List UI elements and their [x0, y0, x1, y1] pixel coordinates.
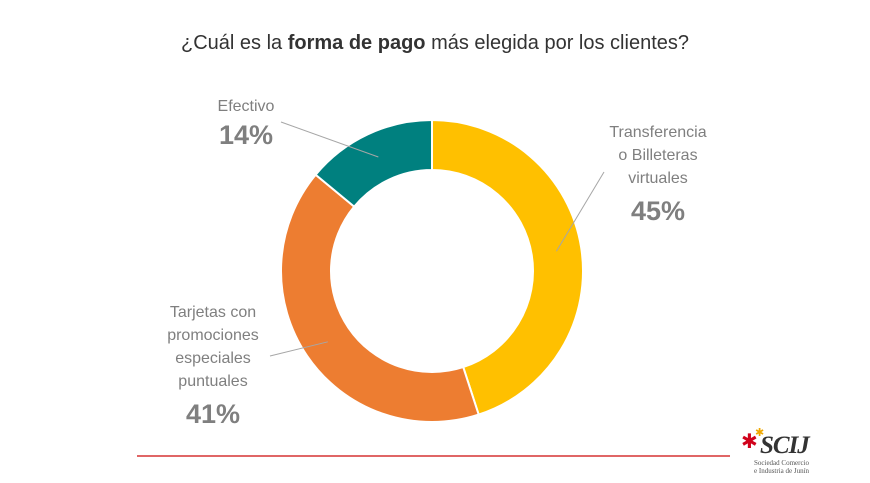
logo-subtitle: Sociedad Comercio e Industria de Junín: [754, 459, 810, 475]
chart-title: ¿Cuál es la forma de pago más elegida po…: [181, 32, 689, 54]
asterisk-logo-icon: ✱: [741, 431, 758, 453]
label-tarjetas: Tarjetas con promociones especiales punt…: [167, 304, 259, 429]
leader-line: [556, 171, 605, 252]
label-efectivo: Efectivo 14%: [217, 98, 275, 150]
logo: ✱ ✱ SCIJ Sociedad Comercio e Industria d…: [738, 426, 828, 482]
slice-tarjetas: [280, 173, 480, 423]
slice-efectivo: [314, 118, 433, 209]
leader-line: [269, 341, 328, 357]
logo-brand: SCIJ: [760, 432, 810, 459]
divider-line: [137, 455, 730, 457]
slice-transferencia: [431, 118, 584, 416]
star-logo-icon: ✱: [755, 427, 765, 439]
label-transferencia: Transferencia o Billeteras virtuales 45%: [609, 124, 707, 226]
leader-line: [280, 121, 379, 158]
